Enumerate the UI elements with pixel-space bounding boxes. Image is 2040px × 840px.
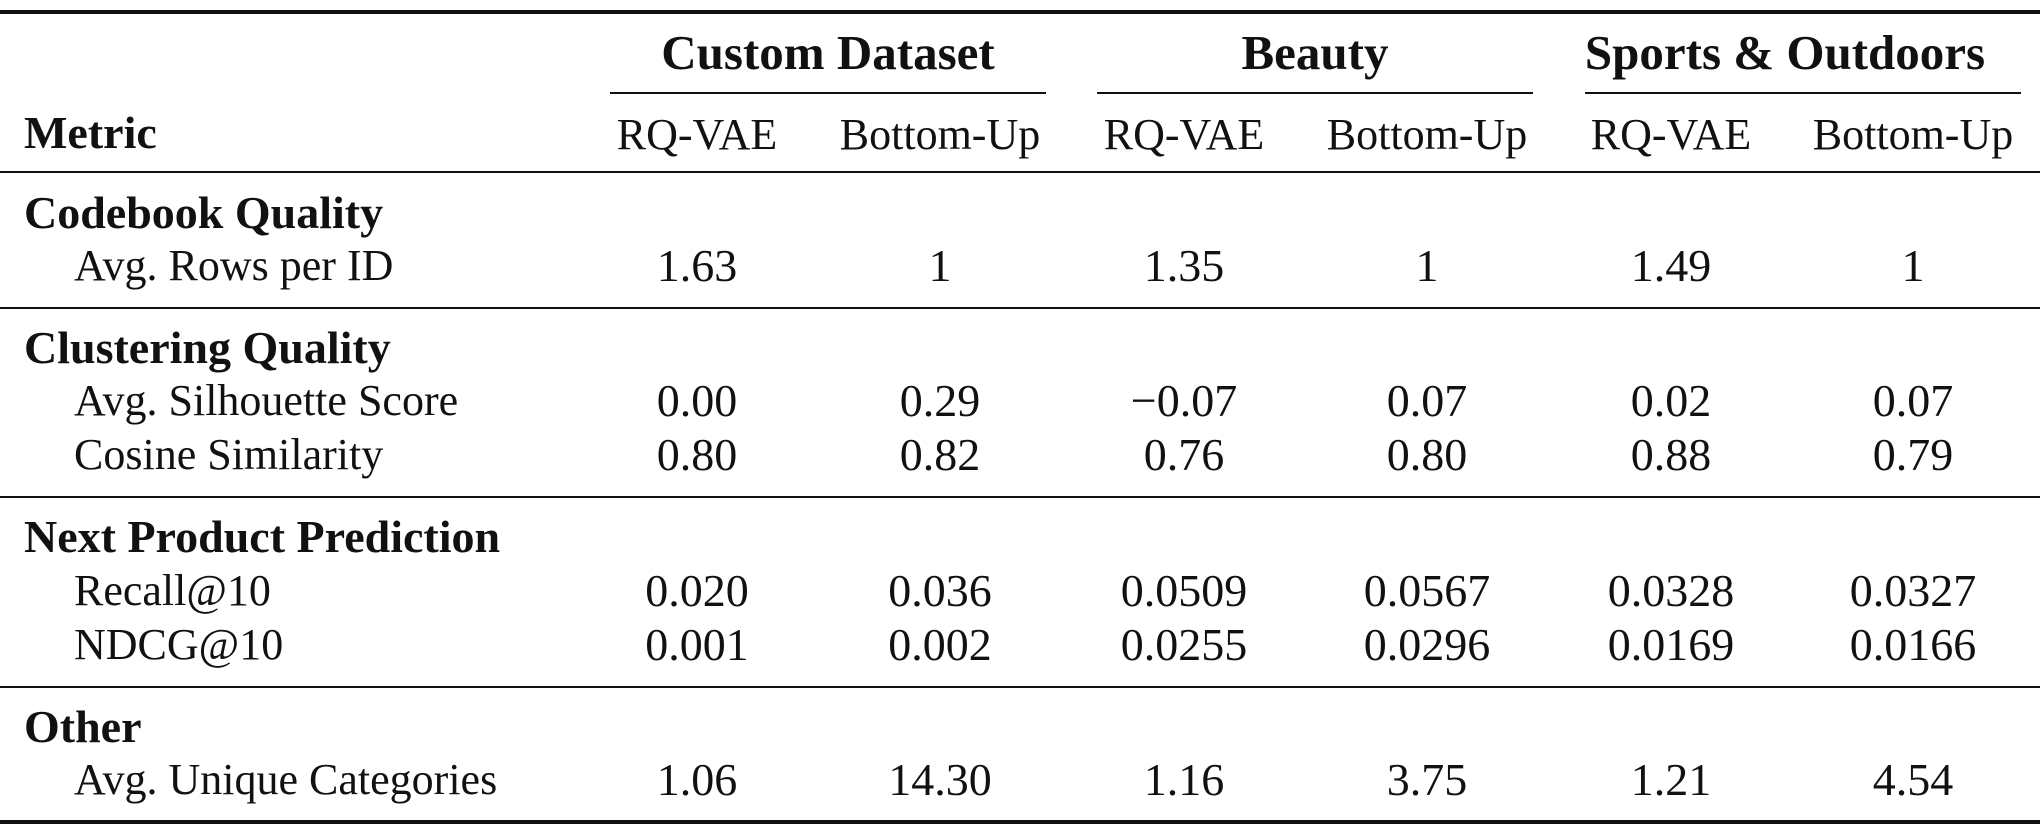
row-label: Recall@10	[74, 566, 271, 615]
table-cell: 0.036	[888, 565, 992, 616]
table-cell: 14.30	[888, 754, 992, 805]
table-cell: 0.79	[1872, 429, 1954, 480]
row-label: Cosine Similarity	[74, 430, 384, 479]
table-cell: 3.75	[1386, 754, 1468, 805]
table-cell: 1	[1901, 240, 1925, 291]
group-header-beauty: Beauty	[1241, 25, 1389, 80]
section-rule	[0, 496, 2040, 498]
table-cell: 0.0255	[1120, 619, 1248, 670]
section-rule	[0, 307, 2040, 309]
table-cell: 0.020	[645, 565, 749, 616]
subcolumn-header: Bottom-Up	[839, 110, 1041, 159]
row-label: Avg. Rows per ID	[74, 241, 394, 290]
top-rule	[0, 10, 2040, 14]
group-rule-beauty	[1097, 92, 1533, 94]
table-cell: 0.0328	[1607, 565, 1735, 616]
group-header-custom-dataset: Custom Dataset	[661, 25, 995, 80]
table-cell: 0.0166	[1849, 619, 1977, 670]
section-title: Clustering Quality	[24, 322, 391, 373]
table-cell: 0.0296	[1363, 619, 1491, 670]
subcolumn-header: RQ-VAE	[1590, 110, 1752, 159]
table-cell: −0.07	[1130, 375, 1238, 426]
subcolumn-header: Bottom-Up	[1326, 110, 1528, 159]
table-cell: 0.80	[656, 429, 738, 480]
table-cell: 0.0509	[1120, 565, 1248, 616]
subcolumn-header: Bottom-Up	[1812, 110, 2014, 159]
section-title: Other	[24, 701, 142, 752]
group-rule-custom-dataset	[610, 92, 1046, 94]
table-cell: 0.80	[1386, 429, 1468, 480]
bottom-rule	[0, 820, 2040, 824]
table-cell: 1.21	[1630, 754, 1712, 805]
table-cell: 0.07	[1872, 375, 1954, 426]
table-cell: 0.002	[888, 619, 992, 670]
row-label: Avg. Unique Categories	[74, 755, 498, 804]
table-cell: 0.88	[1630, 429, 1712, 480]
table-cell: 1	[1415, 240, 1439, 291]
table-cell: 0.02	[1630, 375, 1712, 426]
table-cell: 0.07	[1386, 375, 1468, 426]
table-cell: 0.0169	[1607, 619, 1735, 670]
subcolumn-header: RQ-VAE	[616, 110, 778, 159]
table-cell: 1.63	[656, 240, 738, 291]
section-title: Codebook Quality	[24, 187, 384, 238]
table-cell: 0.00	[656, 375, 738, 426]
header-rule	[0, 171, 2040, 173]
table-cell: 0.001	[645, 619, 749, 670]
metric-column-header: Metric	[24, 107, 157, 158]
table-cell: 0.82	[899, 429, 981, 480]
table-cell: 4.54	[1872, 754, 1954, 805]
table-cell: 1.06	[656, 754, 738, 805]
table-cell: 0.0327	[1849, 565, 1977, 616]
group-header-sports-outdoors: Sports & Outdoors	[1584, 25, 1986, 80]
row-label: Avg. Silhouette Score	[74, 376, 459, 425]
table-cell: 1.49	[1630, 240, 1712, 291]
table-cell: 1.16	[1143, 754, 1225, 805]
row-label: NDCG@10	[74, 620, 284, 669]
table-cell: 0.29	[899, 375, 981, 426]
table-cell: 0.0567	[1363, 565, 1491, 616]
subcolumn-header: RQ-VAE	[1103, 110, 1265, 159]
group-rule-sports-outdoors	[1585, 92, 2021, 94]
table-cell: 1.35	[1143, 240, 1225, 291]
table-cell: 1	[928, 240, 952, 291]
section-title: Next Product Prediction	[24, 511, 501, 562]
section-rule	[0, 686, 2040, 688]
table-cell: 0.76	[1143, 429, 1225, 480]
